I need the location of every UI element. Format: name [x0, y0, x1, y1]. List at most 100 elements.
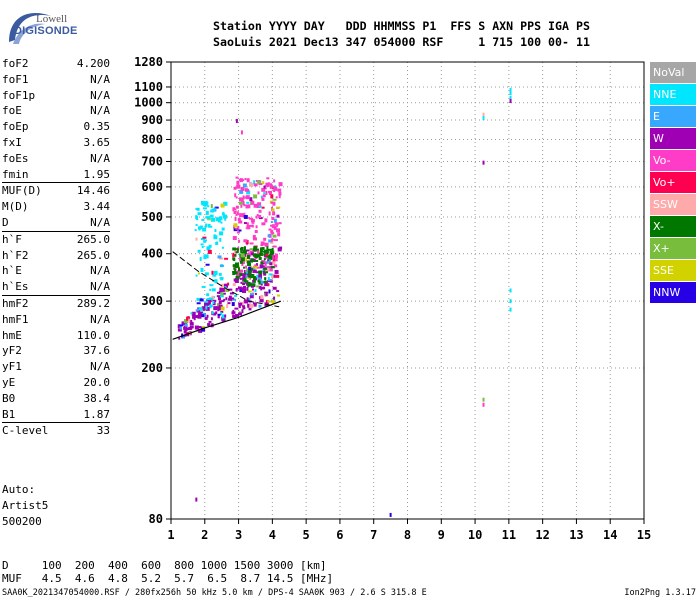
- echo-point: [263, 185, 266, 189]
- echo-point: [272, 234, 277, 238]
- echo-point: [217, 255, 222, 259]
- echo-point: [246, 297, 249, 301]
- echo-point: [258, 285, 262, 289]
- echo-point: [208, 305, 213, 308]
- echo-point: [220, 310, 224, 313]
- param-value: 33: [96, 424, 110, 438]
- echo-point: [272, 245, 277, 248]
- echo-point: [223, 214, 228, 219]
- echo-point: [201, 327, 206, 332]
- echo-point: [227, 302, 231, 305]
- echo-point: [195, 207, 198, 210]
- echo-point: [237, 312, 242, 316]
- echo-point: [207, 249, 212, 254]
- echo-point: [194, 325, 199, 330]
- x-tick-label: 13: [569, 528, 583, 542]
- echo-point: [232, 298, 237, 301]
- echo-point: [240, 257, 245, 262]
- echo-point: [207, 218, 212, 221]
- echo-point: [245, 249, 250, 252]
- echo-point: [207, 301, 211, 305]
- echo-point: [269, 279, 272, 282]
- x-tick-label: 8: [404, 528, 411, 542]
- echo-point: [219, 264, 224, 267]
- echo-point: [247, 253, 251, 256]
- echo-point: [244, 299, 249, 304]
- echo-point: [267, 283, 270, 287]
- echo-point: [195, 497, 198, 502]
- echo-point: [278, 222, 282, 225]
- echo-point: [238, 229, 242, 232]
- param-row: C-level 33: [2, 423, 110, 439]
- echo-point: [179, 325, 182, 330]
- echo-point: [246, 254, 250, 259]
- echo-point: [206, 298, 211, 301]
- echo-point: [244, 269, 248, 272]
- y-tick-label: 80: [149, 512, 163, 526]
- echo-point: [257, 180, 262, 184]
- param-value: N/A: [90, 72, 110, 86]
- param-value: N/A: [90, 360, 110, 374]
- x-tick-label: 10: [468, 528, 482, 542]
- echo-point: [250, 267, 253, 271]
- echo-point: [270, 238, 274, 241]
- echo-point: [234, 193, 237, 198]
- echo-point: [234, 248, 239, 252]
- echo-point: [241, 309, 244, 314]
- echo-point: [258, 252, 263, 256]
- echo-point: [267, 266, 272, 269]
- echo-point: [268, 289, 271, 294]
- echo-point: [196, 302, 201, 305]
- echo-point: [257, 250, 262, 255]
- echo-point: [218, 272, 222, 276]
- echo-point: [254, 292, 257, 295]
- echo-point: [242, 305, 246, 308]
- echo-point: [216, 303, 220, 307]
- logo-text-digisonde: DIGISONDE: [14, 25, 78, 37]
- echo-point: [260, 195, 263, 198]
- echo-point: [236, 180, 240, 185]
- echo-point: [202, 236, 207, 239]
- echo-point: [267, 261, 271, 265]
- param-name: foF2: [2, 57, 29, 70]
- echo-point: [205, 263, 210, 266]
- param-row: hmE 110.0: [2, 328, 110, 344]
- digisonde-logo: [5, 6, 63, 46]
- param-name: yF2: [2, 344, 22, 358]
- echo-point: [233, 223, 238, 228]
- echo-point: [200, 312, 203, 317]
- echo-point: [213, 306, 218, 311]
- echo-point: [236, 270, 241, 274]
- echo-point: [207, 323, 211, 327]
- param-value: N/A: [90, 280, 110, 294]
- echo-point: [213, 270, 218, 275]
- echo-point: [204, 201, 209, 205]
- param-name: hmF2: [2, 296, 29, 310]
- echo-point: [204, 302, 209, 307]
- header-values: SaoLuis 2021 Dec13 347 054000 RSF 1 715 …: [213, 35, 590, 49]
- param-name: fmin: [2, 167, 29, 181]
- echo-point: [509, 95, 512, 100]
- param-separator: [2, 294, 110, 296]
- param-name: hmE: [2, 328, 22, 342]
- echo-point: [240, 246, 244, 250]
- echo-point: [183, 330, 187, 334]
- echo-point: [264, 282, 269, 287]
- echo-point: [242, 307, 246, 310]
- echo-point: [264, 262, 267, 267]
- echo-point: [258, 304, 262, 308]
- echo-point: [255, 215, 258, 219]
- echo-point: [195, 237, 198, 241]
- echo-point: [263, 281, 268, 284]
- echo-point: [201, 285, 206, 288]
- y-tick-label: 600: [141, 180, 163, 194]
- echo-point: [197, 249, 201, 253]
- echo-point: [232, 315, 237, 319]
- param-name: h`F: [2, 232, 22, 246]
- echo-point: [201, 309, 204, 312]
- echo-point: [219, 233, 223, 236]
- echo-point: [238, 302, 243, 306]
- echo-point: [220, 283, 224, 288]
- echo-point: [232, 309, 235, 313]
- echo-point: [236, 273, 241, 277]
